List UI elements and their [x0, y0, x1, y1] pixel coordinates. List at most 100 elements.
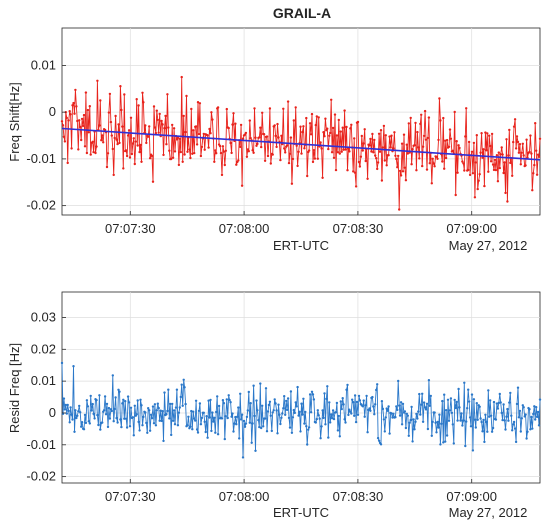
data-point: [463, 169, 466, 172]
data-point: [219, 151, 223, 155]
data-point: [296, 164, 299, 168]
data-point: [264, 387, 268, 390]
data-point: [451, 149, 454, 152]
data-point: [200, 145, 204, 149]
data-point: [245, 415, 249, 419]
data-point: [170, 157, 173, 161]
data-point: [123, 417, 126, 420]
data-point: [421, 164, 424, 168]
data-point: [341, 397, 344, 400]
data-point: [175, 138, 179, 141]
data-point: [203, 148, 206, 151]
data-point: [209, 132, 212, 135]
data-point: [358, 165, 362, 168]
data-point: [504, 191, 507, 195]
data-point: [346, 169, 349, 172]
data-point: [194, 419, 197, 422]
data-point: [494, 168, 498, 172]
data-point: [523, 415, 526, 418]
data-point: [330, 98, 333, 102]
data-point: [171, 156, 175, 159]
data-point: [406, 152, 409, 155]
data-point: [247, 150, 250, 153]
data-point: [336, 429, 340, 432]
data-point: [234, 122, 237, 125]
data-point: [274, 402, 277, 405]
data-point: [244, 422, 248, 425]
data-point: [524, 413, 527, 416]
data-point: [166, 93, 169, 96]
data-point: [121, 125, 124, 128]
data-point: [319, 437, 322, 440]
data-point: [529, 428, 532, 431]
data-point: [239, 418, 243, 421]
data-point: [265, 430, 269, 433]
data-point: [145, 141, 148, 145]
data-point: [487, 170, 490, 173]
data-point: [325, 397, 328, 401]
data-point: [120, 425, 123, 429]
data-point: [315, 115, 318, 118]
data-point: [412, 418, 415, 421]
data-point: [123, 93, 126, 96]
data-point: [371, 395, 374, 399]
data-point: [488, 415, 491, 418]
data-point: [182, 114, 185, 118]
data-point: [464, 135, 467, 138]
data-point: [496, 180, 500, 183]
data-point: [290, 431, 294, 434]
data-point: [515, 135, 519, 138]
x-tick-label: 07:08:00: [219, 489, 270, 504]
data-point: [536, 153, 540, 156]
data-point: [145, 421, 148, 425]
data-point: [86, 405, 90, 408]
data-point: [366, 177, 369, 180]
data-point: [276, 432, 279, 435]
data-point: [307, 428, 310, 431]
data-point: [197, 132, 201, 136]
data-point: [342, 403, 345, 406]
data-point: [377, 132, 381, 135]
data-point: [435, 431, 438, 434]
data-point: [354, 420, 358, 424]
data-point: [66, 161, 69, 165]
data-point: [199, 154, 203, 158]
data-point: [468, 416, 472, 419]
data-point: [248, 421, 251, 424]
data-point: [190, 107, 193, 111]
data-point: [519, 430, 522, 433]
data-point: [297, 414, 300, 417]
data-point: [150, 154, 154, 158]
data-point: [436, 420, 439, 424]
data-point: [484, 131, 487, 134]
chart-title: GRAIL-A: [273, 5, 331, 21]
data-point: [407, 122, 410, 125]
data-point: [144, 124, 147, 127]
data-point: [470, 393, 474, 396]
data-point: [442, 116, 445, 120]
data-point: [359, 155, 363, 158]
data-point: [192, 129, 195, 132]
data-point: [472, 398, 476, 401]
data-point: [438, 413, 441, 416]
data-point: [138, 150, 141, 154]
data-point: [473, 418, 477, 421]
data-point: [481, 430, 484, 433]
data-point: [520, 417, 523, 420]
data-point: [402, 133, 406, 136]
y-tick-label: -0.02: [26, 469, 56, 484]
data-point: [95, 145, 98, 148]
data-point: [352, 170, 355, 173]
data-point: [237, 159, 240, 162]
data-point: [176, 424, 180, 427]
x-axis-label-1: ERT-UTC: [273, 238, 329, 253]
data-point: [156, 118, 159, 122]
data-point: [382, 124, 386, 128]
data-point: [305, 116, 308, 120]
x-tick-label: 07:08:00: [219, 221, 270, 236]
data-point: [156, 402, 159, 405]
data-point: [532, 172, 535, 175]
x-tick-label: 07:07:30: [105, 221, 156, 236]
data-point: [356, 120, 360, 124]
y-tick-label: -0.01: [26, 437, 56, 452]
